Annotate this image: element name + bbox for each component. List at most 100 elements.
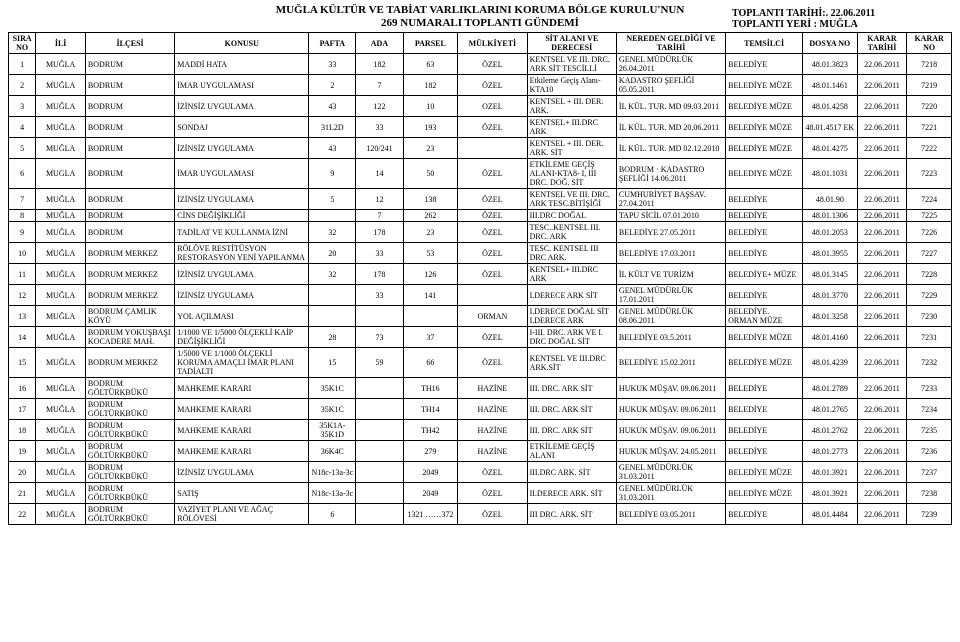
cell-nereden: GENEL MÜDÜRLÜK 31.03.2011	[616, 462, 725, 483]
cell-ada: 7	[356, 210, 403, 222]
cell-pafta	[309, 306, 356, 327]
cell-il: MUĞLA	[36, 96, 86, 117]
cell-ilce: BODRUM	[85, 189, 174, 210]
cell-parsel: 37	[403, 327, 458, 348]
col-header: NEREDEN GELDİĞİ VE TARİHİ	[616, 33, 725, 54]
cell-konu: SONDAJ	[175, 117, 309, 138]
cell-parsel: 182	[403, 75, 458, 96]
cell-il: MUĞLA	[36, 285, 86, 306]
cell-parsel: 10	[403, 96, 458, 117]
cell-temsil: BELEDİYE	[726, 222, 803, 243]
cell-ada: 120/241	[356, 138, 403, 159]
meeting-place: TOPLANTI YERİ : MUĞLA	[732, 19, 952, 30]
cell-sit: Etkileme Geçiş Alanı-KTA10	[527, 75, 616, 96]
cell-mulk: ÖZEL	[458, 222, 527, 243]
cell-dosya: 48.01.4517 EK	[803, 117, 858, 138]
cell-pafta: 2	[309, 75, 356, 96]
cell-konu: İZİNSİZ UYGULAMA	[175, 189, 309, 210]
cell-nereden: İL KÜL. TUR. MD 09.03.2011	[616, 96, 725, 117]
cell-kno: 7231	[907, 327, 952, 348]
cell-parsel: 138	[403, 189, 458, 210]
cell-dosya: 48.01.3145	[803, 264, 858, 285]
cell-nereden: BELEDİYE 15.02.2011	[616, 348, 725, 378]
cell-pafta: 36K4C	[309, 441, 356, 462]
cell-nereden: HUKUK MÜŞAV. 24.05.2011	[616, 441, 725, 462]
cell-ada	[356, 378, 403, 399]
cell-il: MUĞLA	[36, 189, 86, 210]
cell-no: 4	[9, 117, 36, 138]
cell-il: MUĞLA	[36, 54, 86, 75]
cell-no: 8	[9, 210, 36, 222]
cell-sit: KENTSEL+ III.DRC ARK	[527, 117, 616, 138]
cell-pafta	[309, 285, 356, 306]
cell-ilce: BODRUM	[85, 210, 174, 222]
cell-ilce: BODRUM	[85, 222, 174, 243]
cell-sit: ETKİLEME GEÇİŞ ALANI-KTA8- I, III DRC. D…	[527, 159, 616, 189]
cell-kno: 7229	[907, 285, 952, 306]
cell-mulk	[458, 285, 527, 306]
cell-ilce: BODRUM GÖLTÜRKBÜKÜ	[85, 504, 174, 525]
cell-konu: İZİNSİZ UYGULAMA	[175, 285, 309, 306]
cell-parsel	[403, 306, 458, 327]
cell-no: 16	[9, 378, 36, 399]
cell-parsel: 141	[403, 285, 458, 306]
cell-sit: III. DRC. ARK SİT	[527, 378, 616, 399]
cell-parsel: 262	[403, 210, 458, 222]
cell-konu: MADDİ HATA	[175, 54, 309, 75]
table-row: 22MUĞLABODRUM GÖLTÜRKBÜKÜVAZİYET PLANI V…	[9, 504, 952, 525]
cell-nereden: İL KÜL. TUR. MD 20.06.2011	[616, 117, 725, 138]
cell-mulk: ÖZEL	[458, 483, 527, 504]
cell-mulk: HAZİNE	[458, 378, 527, 399]
cell-ada: 59	[356, 348, 403, 378]
cell-konu: İZİNSİZ UYGULAMA	[175, 96, 309, 117]
cell-kno: 7222	[907, 138, 952, 159]
cell-sit: I.DERECE ARK SİT	[527, 285, 616, 306]
cell-pafta: 6	[309, 504, 356, 525]
cell-ada	[356, 441, 403, 462]
cell-pafta	[309, 210, 356, 222]
cell-ada: 7	[356, 75, 403, 96]
cell-sit: KENTSEL VE III. DRC. ARK TESC.BİTİŞİĞİ	[527, 189, 616, 210]
cell-il: MUĞLA	[36, 420, 86, 441]
cell-ktar: 22.06.2011	[857, 483, 907, 504]
cell-parsel: 63	[403, 54, 458, 75]
table-row: 13MUĞLABODRUM ÇAMLIK KÖYÜYOL AÇILMASIORM…	[9, 306, 952, 327]
table-row: 12MUĞLABODRUM MERKEZİZİNSİZ UYGULAMA3314…	[9, 285, 952, 306]
cell-mulk: HAZİNE	[458, 441, 527, 462]
cell-ktar: 22.06.2011	[857, 75, 907, 96]
cell-dosya: 48.01.2773	[803, 441, 858, 462]
cell-pafta: 15	[309, 348, 356, 378]
table-row: 17MUĞLABODRUM GÖLTÜRKBÜKÜMAHKEME KARARI3…	[9, 399, 952, 420]
cell-kno: 7236	[907, 441, 952, 462]
cell-temsil: BELEDİYE MÜZE	[726, 327, 803, 348]
cell-dosya: 48.01.3823	[803, 54, 858, 75]
cell-il: MUĞLA	[36, 243, 86, 264]
cell-mulk: ÖZEL	[458, 462, 527, 483]
cell-mulk: ÖZEL	[458, 243, 527, 264]
cell-no: 22	[9, 504, 36, 525]
table-row: 18MUĞLABODRUM GÖLTÜRKBÜKÜMAHKEME KARARI3…	[9, 420, 952, 441]
table-row: 20MUĞLABODRUM GÖLTÜRKBÜKÜİZİNSİZ UYGULAM…	[9, 462, 952, 483]
cell-ada: 33	[356, 117, 403, 138]
table-row: 10MUĞLABODRUM MERKEZRÖLÖVE RESTİTÜSYON R…	[9, 243, 952, 264]
cell-ilce: BODRUM	[85, 75, 174, 96]
cell-no: 2	[9, 75, 36, 96]
cell-parsel: 2049	[403, 462, 458, 483]
cell-nereden: TAPU SİCİL 07.01.2010	[616, 210, 725, 222]
table-row: 4MUĞLABODRUMSONDAJ31L2D33193ÖZELKENTSEL+…	[9, 117, 952, 138]
cell-sit: III DRC. ARK. SİT	[527, 504, 616, 525]
cell-no: 15	[9, 348, 36, 378]
cell-il: MUĞLA	[36, 264, 86, 285]
cell-sit: TESC..KENTSEL III. DRC. ARK	[527, 222, 616, 243]
cell-no: 19	[9, 441, 36, 462]
cell-ada: 33	[356, 243, 403, 264]
cell-ktar: 22.06.2011	[857, 420, 907, 441]
cell-temsil: BELEDİYE	[726, 378, 803, 399]
cell-ada: 182	[356, 54, 403, 75]
cell-konu: İZİNSİZ UYGULAMA	[175, 462, 309, 483]
cell-konu: İZİNSİZ UYGULAMA	[175, 138, 309, 159]
cell-il: MUĞLA	[36, 399, 86, 420]
cell-no: 9	[9, 222, 36, 243]
cell-il: MUĞLA	[36, 441, 86, 462]
cell-kno: 7235	[907, 420, 952, 441]
